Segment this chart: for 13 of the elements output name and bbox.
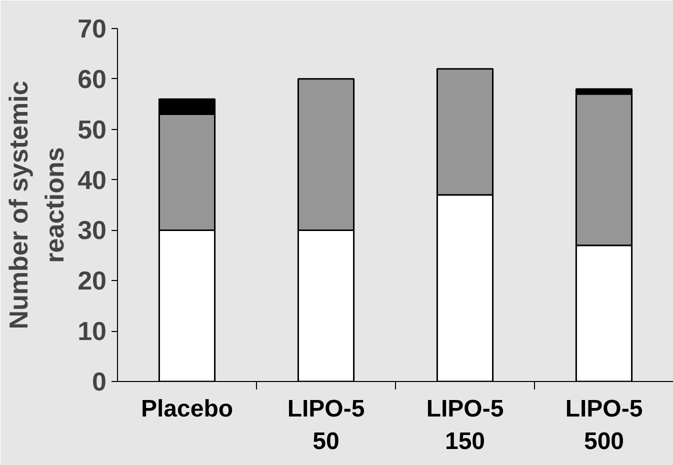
x-tick-label: LIPO-5 500 (565, 396, 643, 455)
y-tick-label: 60 (78, 64, 106, 94)
y-tick-label: 0 (92, 366, 107, 396)
x-tick-label: LIPO-5 150 (426, 396, 504, 455)
y-axis-title: Number of systemic reactions (4, 80, 70, 330)
y-tick-label: 10 (78, 316, 106, 346)
y-tick-label: 50 (78, 114, 106, 144)
y-tick-label: 70 (78, 14, 106, 44)
x-tick-label: LIPO-5 50 (287, 396, 365, 455)
x-tick-label: Placebo (140, 396, 234, 422)
y-tick-label: 20 (78, 266, 106, 296)
y-tick-label: 40 (78, 164, 106, 195)
y-tick-label: 30 (78, 215, 106, 246)
